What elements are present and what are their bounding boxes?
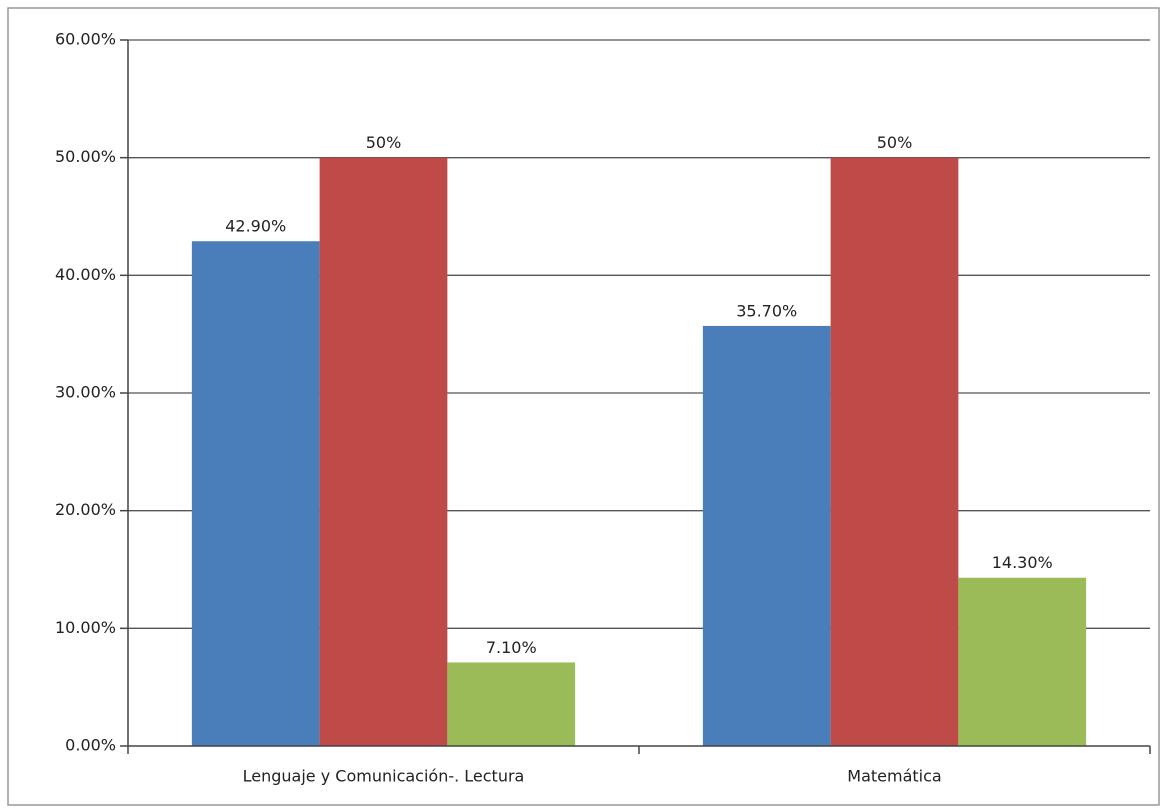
- y-tick-label: 20.00%: [55, 500, 116, 519]
- y-tick-label: 50.00%: [55, 147, 116, 166]
- bar: [958, 577, 1087, 746]
- y-tick-label: 60.00%: [55, 30, 116, 49]
- bar: [447, 662, 576, 746]
- bar: [702, 325, 831, 746]
- data-label: 50%: [366, 133, 402, 152]
- data-label: 14.30%: [992, 553, 1053, 572]
- y-tick-label: 30.00%: [55, 383, 116, 402]
- data-label: 35.70%: [736, 301, 797, 320]
- data-label: 42.90%: [225, 217, 286, 236]
- x-tick-label: Lenguaje y Comunicación-. Lectura: [243, 767, 525, 786]
- y-tick-label: 40.00%: [55, 265, 116, 284]
- data-label: 50%: [877, 133, 913, 152]
- bar: [191, 241, 320, 746]
- bar: [319, 157, 448, 746]
- x-tick-label: Matemática: [847, 767, 941, 786]
- y-tick-label: 0.00%: [65, 736, 116, 755]
- y-tick-label: 10.00%: [55, 618, 116, 637]
- data-label: 7.10%: [486, 638, 537, 657]
- bar: [830, 157, 959, 746]
